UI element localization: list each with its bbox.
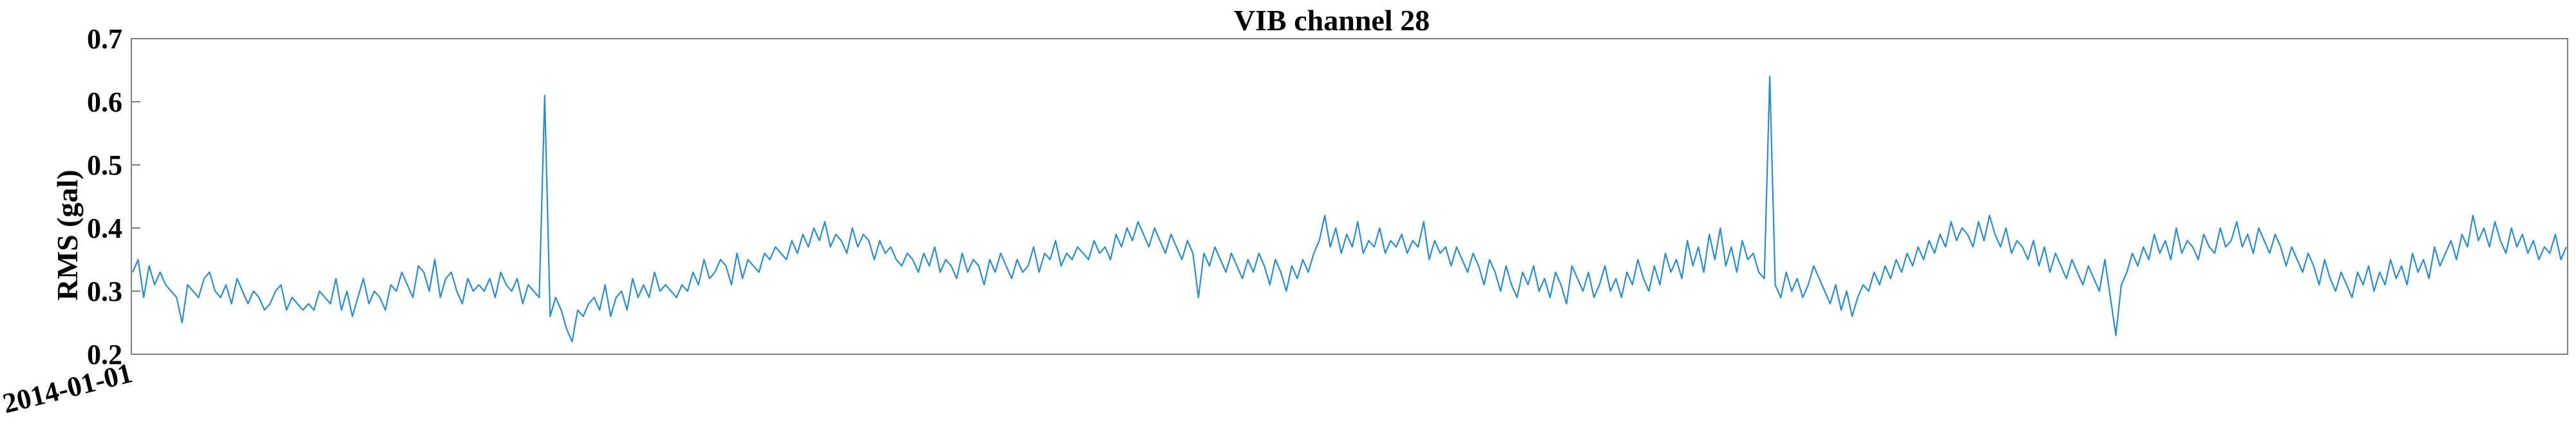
series-group [131,75,2568,343]
y-tick-label: 0.5 [87,149,122,181]
chart-title: VIB channel 28 [1234,4,1430,37]
y-tick-label: 0.6 [87,86,122,118]
series-line-0 [131,75,2568,343]
y-axis-ticks: 0.2 0.3 0.4 0.5 0.6 0.7 [87,23,140,370]
y-tick-label: 0.2 [87,339,122,370]
y-axis-label: RMS (gal) [51,169,84,300]
y-tick-label: 0.7 [87,23,122,55]
y-tick-label: 0.4 [87,213,122,244]
plot-area-frame [131,38,2568,355]
y-tick-label: 0.3 [87,276,122,307]
